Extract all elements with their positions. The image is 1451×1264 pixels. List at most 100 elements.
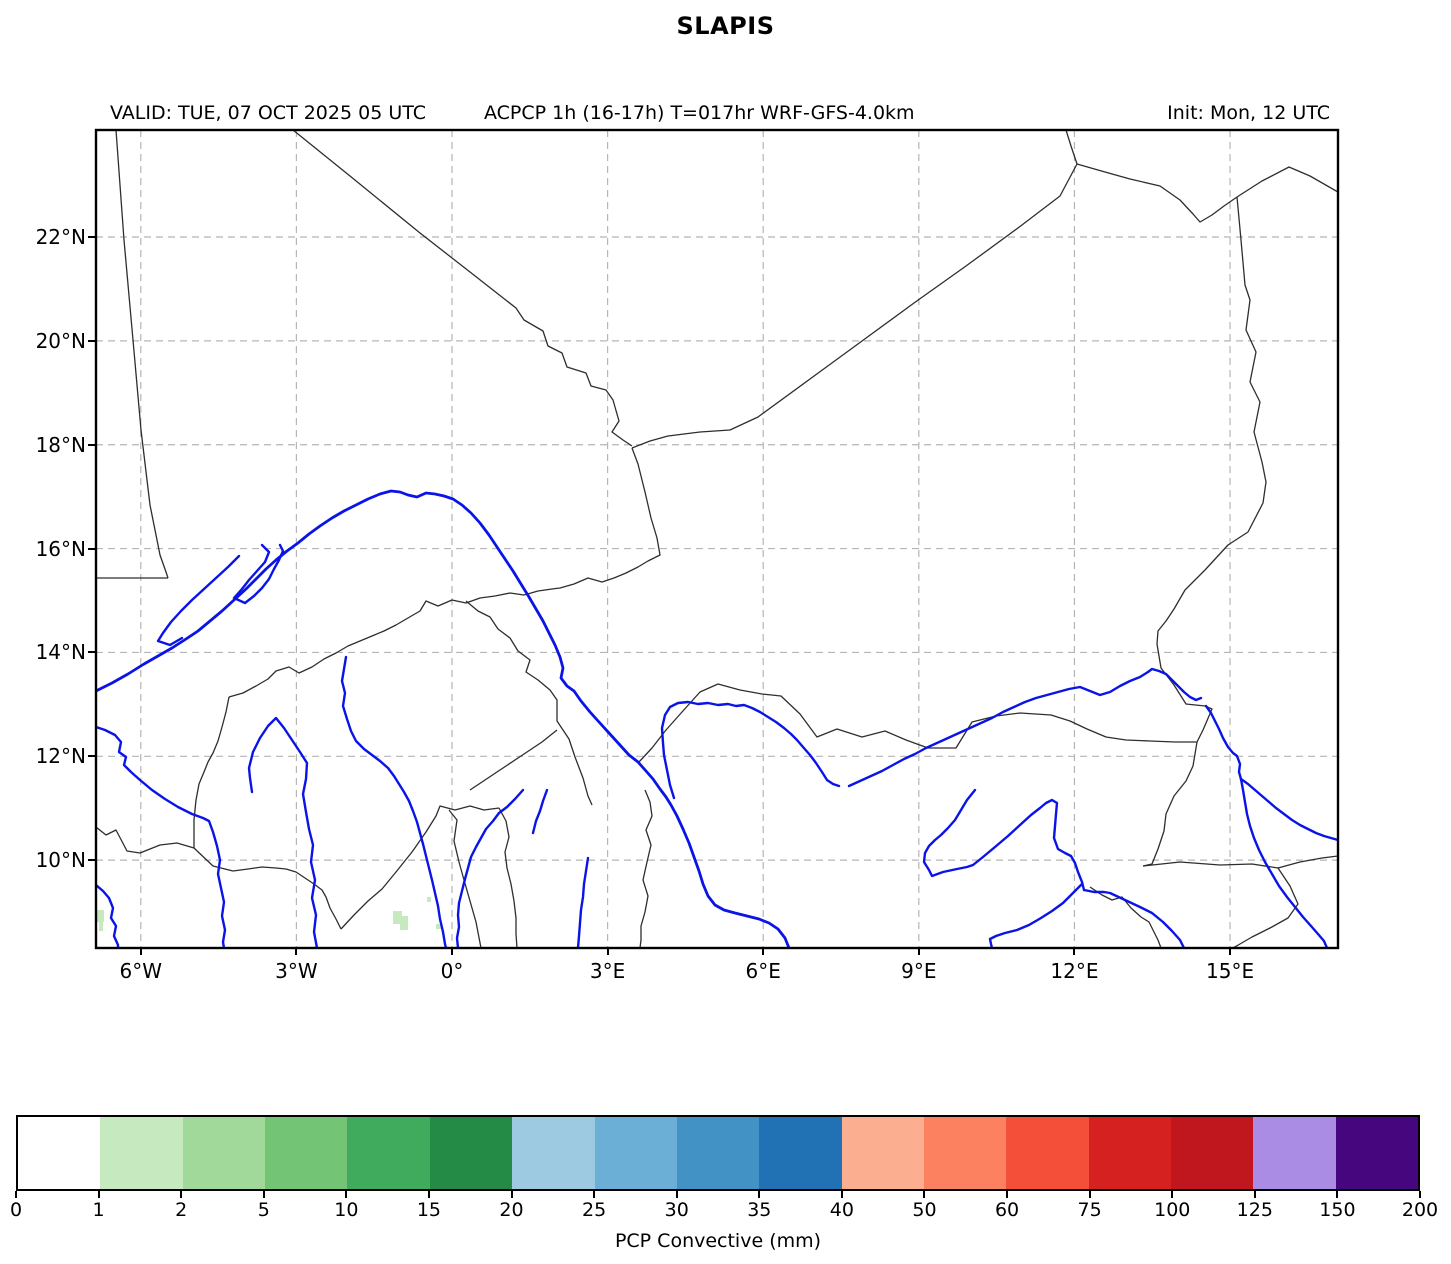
x-tick-label: 0° [440,959,464,983]
river-kaduna-east [1082,888,1186,948]
river-oti [455,788,525,948]
colorbar-tick-label: 150 [1319,1199,1356,1221]
border-algeria-libya [1065,130,1078,165]
y-tick [88,547,96,550]
colorbar-tick [180,1191,183,1198]
river-nakanbe-white-volta [340,655,448,948]
colorbar-segment-75-100 [1088,1117,1172,1189]
map-layers [96,130,1338,948]
colorbar-segment-150-200 [1335,1117,1419,1189]
border-cameroon-west [1089,886,1162,948]
colorbar-tick [1088,1191,1091,1198]
colorbar-tick [923,1191,926,1198]
colorbar-tick-label: 40 [829,1199,854,1221]
colorbar-segment-5-10 [265,1117,348,1189]
river-bani [96,725,227,948]
colorbar-tick [15,1191,17,1198]
river-komadugu-yobe-mid [1204,704,1243,781]
colorbar-segment-1-2 [100,1117,183,1189]
river-mouhoun-black-volta [247,716,319,948]
x-tick [1229,948,1232,955]
y-tick-label: 20°N [35,328,86,353]
colorbar-tick [1006,1191,1009,1198]
colorbar-segment-2-5 [182,1117,266,1189]
colorbar-tick [1253,1191,1256,1198]
init-time-label: Init: Mon, 12 UTC [1167,102,1330,124]
colorbar-tick [427,1191,430,1198]
colorbar-tick-label: 15 [416,1199,442,1221]
border-libya-niger [1076,163,1238,223]
colorbar-segment-0-1 [18,1117,101,1189]
river-niger-main [96,489,791,948]
river-komadugu-south-branch [1239,777,1329,948]
river-oueme [576,856,590,948]
precip-patch [427,897,431,902]
y-tick [88,443,96,446]
colorbar-segment-60-75 [1006,1117,1089,1189]
x-tick-label: 3°W [275,959,318,983]
y-tick-label: 22°N [35,225,86,249]
x-tick [762,948,765,955]
valid-time-label: VALID: TUE, 07 OCT 2025 05 UTC [110,102,426,124]
colorbar-tick-label: 35 [747,1199,772,1221]
border-benin-nigeria [639,789,653,948]
y-tick [88,236,96,238]
x-tick-label: 9°E [901,959,937,983]
colorbar-tick-label: 30 [664,1199,689,1221]
y-tick [88,859,96,862]
colorbar-tick-label: 60 [994,1199,1020,1221]
river-kaduna [922,788,1086,892]
colorbar-tick [840,1191,843,1198]
border-ghana-togo [448,809,482,948]
colorbar-segment-35-40 [759,1117,842,1189]
precip-patch [99,922,103,931]
border-niger-nigeria [638,683,1197,763]
x-tick [295,948,298,955]
product-label: ACPCP 1h (16-17h) T=017hr WRF-GFS-4.0km [484,102,915,124]
colorbar-segment-125-150 [1253,1117,1336,1189]
river-komadugu-yobe-west [847,667,1203,788]
border-chad-cameroon [1142,855,1338,869]
border-cote-divoire-ghana [340,805,500,930]
border-mali-niger-burkina-north [228,447,661,698]
colorbar-segment-15-20 [429,1117,513,1189]
border-nigeria-cameroon [1232,867,1299,948]
x-tick [1073,948,1076,955]
y-tick-label: 12°N [35,744,86,769]
x-tick [139,948,142,955]
x-tick-label: 12°E [1050,959,1099,983]
precip-patch [436,924,441,929]
river-niger-delta-strand [156,554,241,647]
colorbar-segment-40-50 [841,1117,924,1189]
river-niger-delta-loop [232,543,285,605]
y-tick [88,339,96,342]
y-tick-label: 14°N [35,640,86,665]
colorbar-segment-100-125 [1171,1117,1254,1189]
colorbar-label: PCP Convective (mm) [614,1230,822,1252]
colorbar-tick-label: 20 [499,1199,524,1221]
colorbar-tick-label: 200 [1401,1199,1439,1221]
colorbar-tick-label: 50 [912,1199,937,1221]
y-tick [88,755,96,758]
border-burkina-mali-west [193,696,230,848]
precip-patch [393,911,402,924]
river-oti-headwater [531,788,549,835]
colorbar-segment-20-25 [512,1117,595,1189]
border-niger-chad [1156,196,1267,743]
colorbar-tick-label: 125 [1236,1199,1273,1221]
x-tick-label: 15°E [1206,959,1255,983]
colorbar-tick-label: 1 [92,1199,105,1221]
border-mali-south [96,826,342,930]
colorbar-tick [1171,1191,1174,1198]
x-tick-label: 3°E [589,959,626,983]
x-tick-label: 6°W [119,959,163,983]
river-kaduna-south [988,882,1084,948]
border-burkina-niger [465,600,593,806]
colorbar-tick [1336,1191,1339,1198]
border-nigeria-chad [1142,741,1198,867]
colorbar-tick [758,1191,761,1198]
x-tick [606,948,609,955]
colorbar-tick [345,1191,348,1198]
border-algeria-niger [631,163,1078,449]
